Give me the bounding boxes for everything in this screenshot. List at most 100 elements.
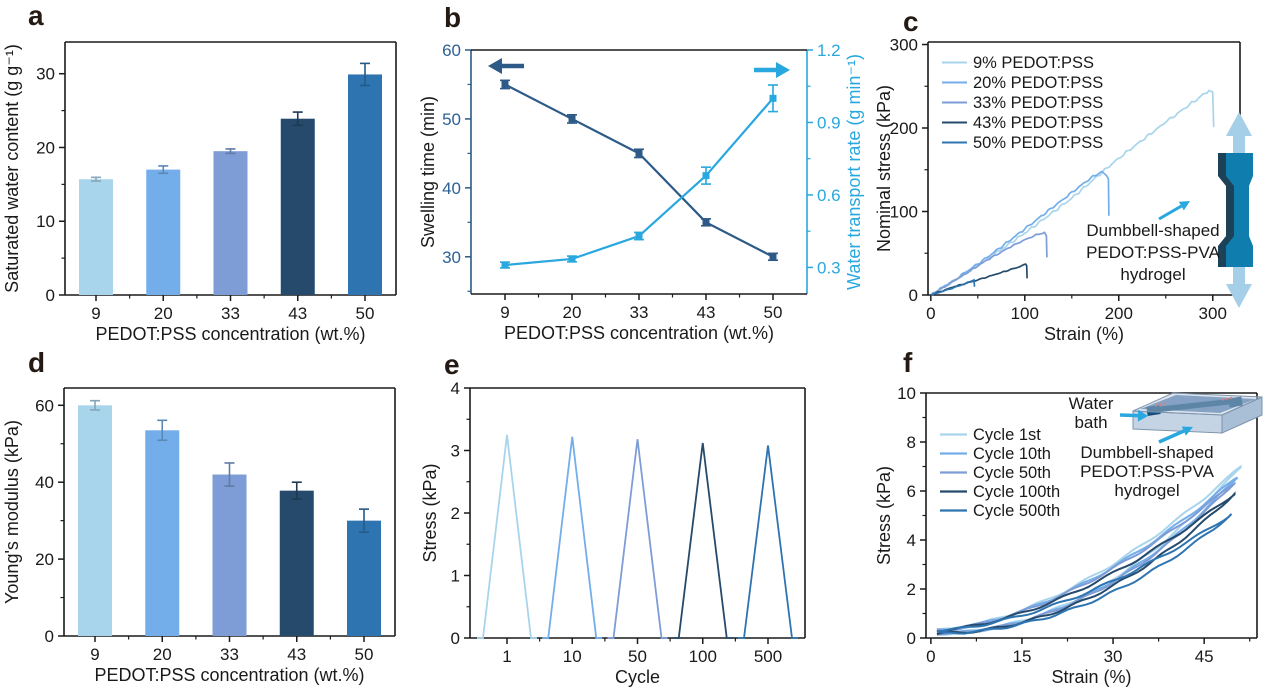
tick-label: 2 (451, 504, 460, 523)
data-point-marker (501, 80, 509, 88)
y-axis-title: Stress (kPa) (420, 463, 440, 562)
x-axis-title: PEDOT:PSS concentration (wt.%) (504, 323, 774, 343)
x-axis: 0 100 200 300 (926, 295, 1227, 323)
x-axis-title: Cycle (615, 667, 660, 687)
plot-frame (470, 49, 808, 295)
series-swelling-time (500, 79, 778, 262)
legend-item-3: 33% PEDOT:PSS (942, 94, 1103, 112)
clamp-mark (1225, 397, 1229, 401)
data-point-marker (769, 94, 777, 102)
clamp-mark (1162, 402, 1166, 406)
y-axis-title: Nominal stress (kPa) (874, 85, 894, 252)
y-axis-title: Saturated water content (g g⁻¹) (2, 44, 22, 293)
legend-item-4: Cycle 100th (940, 483, 1060, 501)
tick-label: 0 (909, 286, 918, 305)
tick-label: 33 (221, 304, 240, 323)
tensile-specimen-inset: Dumbbell-shaped PEDOT:PSS-PVA hydrogel (1086, 112, 1253, 308)
tick-label: 60 (442, 41, 461, 60)
tick-label: 4 (907, 531, 916, 550)
pull-down-arrow (1226, 266, 1252, 308)
y-axis: 0 2 4 6 8 10 (897, 384, 926, 648)
tick-label: 1 (502, 647, 511, 666)
tick-label: 100 (1011, 304, 1039, 323)
legend-item-5: 50% PEDOT:PSS (942, 134, 1103, 152)
panel-letter-c: c (903, 6, 919, 37)
data-point-marker (702, 218, 710, 226)
specimen-caption-line1: Dumbbell-shaped (1086, 221, 1219, 240)
panel-c: 0 100 200 300 0 100 200 300 Nominal stress (kPa)… (870, 0, 1265, 345)
specimen-pointer-arrow-head (1178, 201, 1190, 211)
tick-label: 200 (890, 119, 918, 138)
specimen-bar (1152, 398, 1237, 413)
y-axis: 0 10 20 30 (36, 65, 65, 305)
tick-label: 10 (36, 212, 55, 231)
tick-label: 2 (907, 580, 916, 599)
data-point-marker (702, 172, 710, 180)
tick-label: 45 (1195, 647, 1214, 666)
tick-label: 50 (764, 303, 783, 322)
bars-group (79, 62, 382, 296)
chart-d-youngs-modulus: 0 20 40 60 Young's modulus (kPa) 9 20 33 43 50PED… (2, 387, 396, 685)
tick-label: 33 (630, 303, 649, 322)
cycle-peak-1 (477, 434, 537, 639)
y-axis: 0 1 2 3 4 (451, 379, 470, 648)
y-axis-title-right: Water transport rate (g min⁻¹) (844, 54, 864, 290)
tick-label: 0 (926, 647, 935, 666)
data-point-marker (568, 115, 576, 123)
clamp-mark (1154, 403, 1158, 407)
tick-label: 30 (36, 65, 55, 84)
tick-label: 0.3 (817, 258, 841, 277)
tick-label: 0 (926, 304, 935, 323)
legend-item-4: 43% PEDOT:PSS (942, 114, 1103, 132)
y-axis-title: Stress (kPa) (874, 466, 894, 565)
legend-label: Cycle 50th (973, 464, 1051, 482)
hysteresis-loops (936, 464, 1242, 636)
bar-9pct (79, 179, 113, 295)
loop-cycle-100th (936, 491, 1236, 635)
data-point-marker (769, 253, 777, 261)
data-point-marker (635, 149, 643, 157)
panel-letter-e: e (444, 349, 460, 380)
clamp-mark (1229, 396, 1233, 400)
bar-50pct (348, 74, 382, 296)
bar-43pct (280, 118, 315, 296)
bar-33pct (212, 474, 247, 636)
tick-label: 10 (563, 647, 582, 666)
x-axis: 9 20 33 43 50 (90, 636, 373, 664)
tick-label: 300 (1199, 304, 1227, 323)
tick-label: 40 (442, 179, 461, 198)
series-33-pedot-pss (930, 231, 1048, 296)
tick-label: 100 (689, 647, 717, 666)
series-water-transport-rate (500, 84, 778, 269)
specimen-end-right (1228, 396, 1243, 408)
pull-up-arrow (1226, 112, 1252, 154)
tick-label: 50 (356, 304, 375, 323)
tick-label: 60 (35, 396, 54, 415)
data-point-marker (568, 255, 576, 263)
tick-label: 8 (907, 433, 916, 452)
bars-group (78, 399, 381, 636)
specimen-pointer-arrow-head (1181, 426, 1193, 436)
legend-item-5: Cycle 500th (940, 502, 1060, 520)
bar-50pct (347, 520, 381, 636)
legend-label: Cycle 1st (973, 426, 1041, 444)
panel-letter-b: b (444, 2, 462, 33)
tick-label: 9 (91, 304, 100, 323)
left-axis-arrow (488, 58, 524, 74)
cycle-peak-10 (542, 436, 603, 639)
tick-label: 300 (890, 36, 918, 55)
stress-peaks (477, 434, 798, 639)
bar-9pct (78, 405, 112, 636)
tick-label: 30 (1104, 647, 1123, 666)
tick-label: 3 (451, 442, 460, 461)
tick-label: 10 (897, 384, 916, 403)
cycle-peak-50 (607, 439, 668, 639)
left-axis-arrow-head (488, 58, 502, 74)
chart-b-swelling-transport: 30 40 50 60 0.3 0.6 0.9 1.2 Swelling time (min) W… (418, 41, 864, 343)
tick-label: 43 (697, 303, 716, 322)
tick-label: 4 (451, 379, 460, 398)
data-point-marker (635, 232, 643, 240)
plot-frame (469, 387, 806, 639)
plot-frame (925, 392, 1258, 639)
